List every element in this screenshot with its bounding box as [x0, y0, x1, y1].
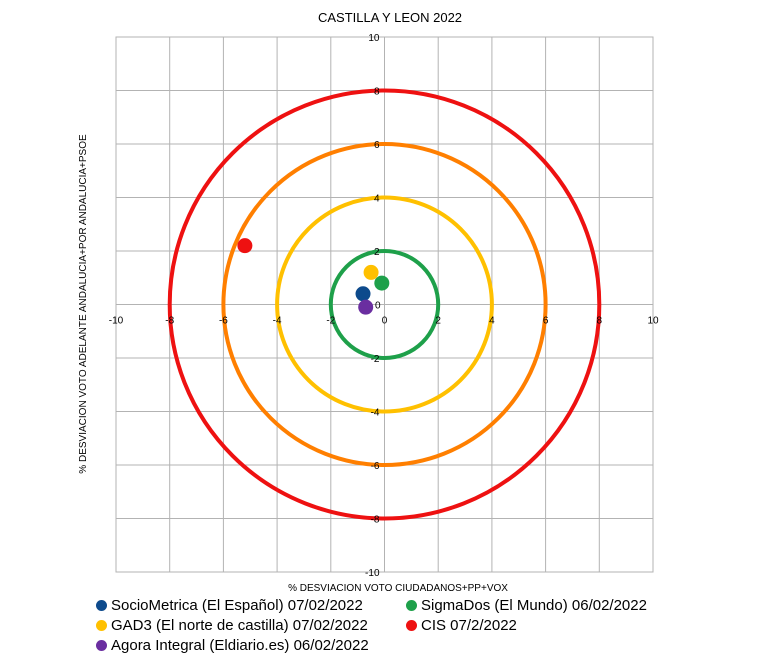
y-tick-label: -6: [371, 461, 380, 472]
x-tick-label: -2: [326, 316, 335, 327]
legend-marker: [406, 620, 417, 631]
legend-item: GAD3 (El norte de castilla) 07/02/2022: [96, 617, 368, 634]
y-tick-label: 0: [375, 301, 381, 312]
y-axis-title: % DESVIACION VOTO ADELANTE ANDALUCIA+POR…: [78, 134, 89, 474]
x-tick-label: -10: [109, 316, 124, 327]
data-point: [363, 264, 379, 280]
x-tick-label: -8: [165, 316, 174, 327]
threshold-circles: [167, 88, 602, 521]
legend-marker: [406, 600, 417, 611]
x-tick-label: -6: [219, 316, 228, 327]
legend-label: Agora Integral (Eldiario.es) 06/02/2022: [111, 637, 369, 654]
data-point: [355, 286, 371, 302]
radius-circle-2: [328, 249, 441, 360]
x-tick-label: -4: [273, 316, 282, 327]
tick-labels: -10 -8 -6 -4 -2 0 2 4 6 8 10 -10 -8 -6 -4 -2 2 4 6 8 10 0: [109, 33, 659, 579]
y-tick-label: -8: [371, 515, 380, 526]
chart-title: CASTILLA Y LEON 2022: [318, 10, 462, 25]
legend-marker: [96, 620, 107, 631]
y-tick-label: -2: [371, 354, 380, 365]
y-tick-label: 10: [368, 33, 380, 44]
radius-circle-6: [221, 142, 548, 467]
data-point: [374, 275, 390, 291]
legend-label: CIS 07/2/2022: [421, 617, 517, 634]
legend-item: CIS 07/2/2022: [406, 617, 517, 634]
x-tick-label: 10: [647, 316, 659, 327]
data-point: [358, 299, 374, 315]
legend-marker: [96, 600, 107, 611]
y-tick-label: 4: [374, 194, 380, 205]
legend-label: GAD3 (El norte de castilla) 07/02/2022: [111, 617, 368, 634]
y-tick-label: -4: [371, 408, 380, 419]
radius-circle-4: [275, 195, 494, 414]
legend-item: SigmaDos (El Mundo) 06/02/2022: [406, 597, 647, 614]
x-tick-label: 4: [489, 316, 495, 327]
legend-label: SocioMetrica (El Español) 07/02/2022: [111, 597, 363, 614]
legend-item: SocioMetrica (El Español) 07/02/2022: [96, 597, 363, 614]
y-tick-label: 8: [374, 87, 380, 98]
data-point: [237, 238, 253, 254]
data-points: [237, 238, 390, 315]
legend-item: Agora Integral (Eldiario.es) 06/02/2022: [96, 637, 369, 654]
axes: [116, 37, 653, 572]
x-axis-title: % DESVIACION VOTO CIUDADANOS+PP+VOX: [288, 583, 508, 594]
x-tick-label: 0: [382, 316, 388, 327]
y-tick-label: 2: [374, 247, 380, 258]
y-tick-label: 6: [374, 140, 380, 151]
legend-label: SigmaDos (El Mundo) 06/02/2022: [421, 597, 647, 614]
x-tick-label: 8: [597, 316, 603, 327]
y-tick-label: -10: [365, 568, 380, 579]
radius-circle-8: [167, 88, 602, 521]
x-tick-label: 2: [435, 316, 441, 327]
legend-marker: [96, 640, 107, 651]
x-tick-label: 6: [543, 316, 549, 327]
